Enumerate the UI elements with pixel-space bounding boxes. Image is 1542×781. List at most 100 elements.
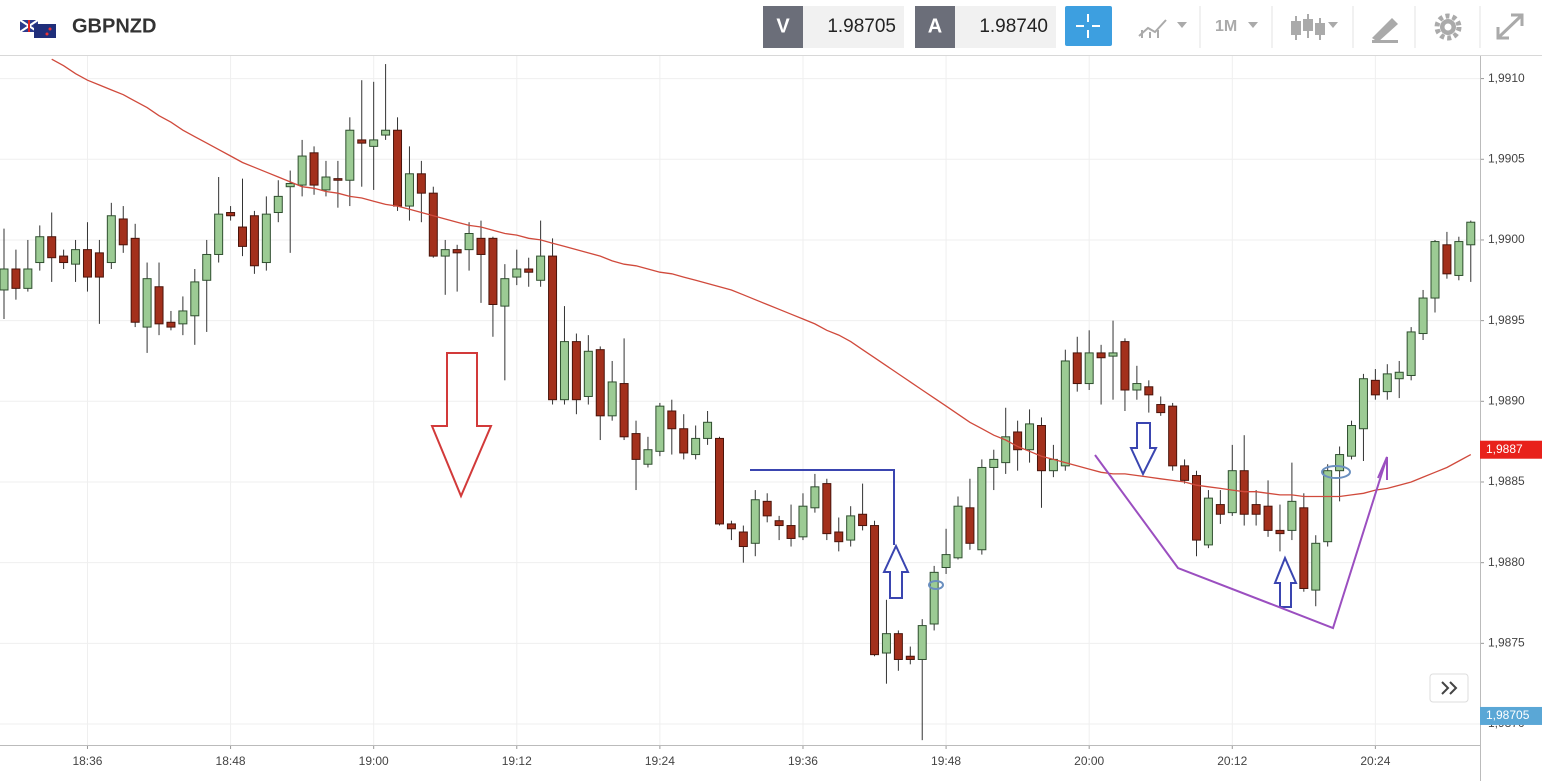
candle-body	[1430, 241, 1440, 299]
x-tick-label: 18:36	[72, 754, 102, 768]
candle-body	[1370, 379, 1380, 396]
candle-body	[536, 255, 546, 281]
up-arrow	[882, 543, 910, 599]
settings-button[interactable]	[1434, 13, 1462, 41]
scroll-button[interactable]	[1429, 673, 1469, 703]
ask-badge[interactable]	[915, 6, 955, 48]
candle-body	[619, 383, 629, 438]
candle-body	[476, 237, 486, 255]
candle-body	[82, 249, 92, 278]
y-tick-label: 1,9900	[1488, 232, 1525, 246]
candle-body	[94, 252, 104, 278]
candle-body	[989, 458, 999, 468]
candle-body	[762, 500, 772, 517]
candle-body	[1013, 431, 1023, 451]
candle-body	[238, 226, 247, 247]
candle-body	[1156, 404, 1166, 414]
candle-body	[488, 237, 498, 305]
timeframe[interactable]: 1M	[1215, 18, 1237, 35]
y-tick-label: 1,9875	[1488, 636, 1525, 650]
ask-price: 1.98740	[979, 16, 1048, 37]
price-tags: 1,9887 1,98705	[1480, 440, 1542, 725]
x-tick-label: 19:12	[502, 754, 532, 768]
candle-body	[977, 466, 987, 551]
candle-body	[285, 182, 295, 188]
candle-body	[1120, 341, 1130, 391]
moving-average	[51, 58, 1472, 498]
candle-body	[1132, 383, 1142, 391]
candle-body	[512, 268, 522, 278]
x-tick-label: 19:24	[645, 754, 675, 768]
candle-body	[679, 428, 689, 454]
candle-body	[309, 152, 319, 186]
candle-body	[130, 237, 140, 323]
y-tick-label: 1,9885	[1488, 474, 1525, 488]
draw-button[interactable]	[1372, 18, 1398, 43]
down-arrow	[1129, 422, 1158, 477]
candle-body	[1418, 297, 1428, 335]
candle-body	[691, 437, 701, 456]
bid-badge[interactable]	[763, 6, 803, 48]
indicator-button[interactable]	[1138, 19, 1187, 38]
candle-body	[1299, 507, 1309, 589]
candle-body	[1466, 221, 1476, 246]
candle-body	[1060, 360, 1070, 467]
down-arrow	[430, 352, 493, 499]
fullscreen-button[interactable]	[1496, 13, 1524, 40]
candle-body	[226, 212, 236, 217]
bid-box	[803, 6, 904, 48]
symbol: GBPNZD	[72, 15, 156, 37]
candle-body	[858, 513, 868, 527]
x-tick-label: 20:24	[1360, 754, 1390, 768]
candle-body	[750, 499, 760, 544]
candle-body	[786, 525, 796, 539]
candle-body	[1251, 504, 1261, 515]
ask-label: A	[928, 15, 942, 37]
up-arrow	[1273, 555, 1298, 608]
resistance-line	[750, 469, 895, 545]
x-tick-label: 19:48	[931, 754, 961, 768]
candle-body	[846, 515, 856, 541]
candle-body	[595, 349, 605, 417]
candle-body	[1108, 352, 1118, 357]
candle-body	[810, 486, 820, 509]
y-tick-label: 1,9910	[1488, 71, 1525, 85]
candle-body	[1072, 352, 1082, 385]
candle-body	[1382, 373, 1392, 393]
candle-body	[428, 192, 438, 257]
candle-body	[297, 155, 307, 186]
candle-body	[1025, 423, 1035, 451]
flag-icon	[19, 19, 56, 38]
price-tag	[1480, 440, 1542, 459]
candle-body	[261, 213, 271, 264]
marker	[928, 580, 944, 590]
candle-body	[1001, 436, 1011, 464]
candle-body	[953, 505, 963, 559]
candle-body	[59, 255, 69, 264]
candle-body	[631, 433, 641, 460]
candle-body	[381, 129, 391, 136]
candle-body	[1215, 504, 1225, 515]
candle-body	[142, 278, 152, 328]
candle-body	[571, 341, 581, 401]
y-tick-label: 1,9890	[1488, 393, 1525, 407]
candle-body	[703, 421, 713, 439]
crosshair-button[interactable]	[1065, 6, 1112, 46]
candle-body	[321, 176, 331, 191]
pattern-line	[1094, 454, 1388, 630]
candle-body	[1358, 378, 1368, 430]
candle-body	[345, 129, 355, 181]
candle-body	[154, 286, 164, 325]
candle-body	[1442, 244, 1452, 275]
candle-body	[559, 341, 569, 401]
candle-body	[1144, 386, 1154, 396]
plot-area: 1,9910 1,9905 1,9900 1,9895 1,9890 1,9885 1,98…	[0, 56, 1525, 781]
chart-type-button[interactable]	[1291, 14, 1338, 40]
price-tag-label: 1,98705	[1486, 708, 1530, 722]
candle-body	[548, 255, 558, 401]
candle-body	[369, 139, 379, 147]
bid-price: 1.98705	[827, 16, 896, 37]
candle-body	[1347, 425, 1357, 457]
candle-body	[178, 310, 188, 325]
